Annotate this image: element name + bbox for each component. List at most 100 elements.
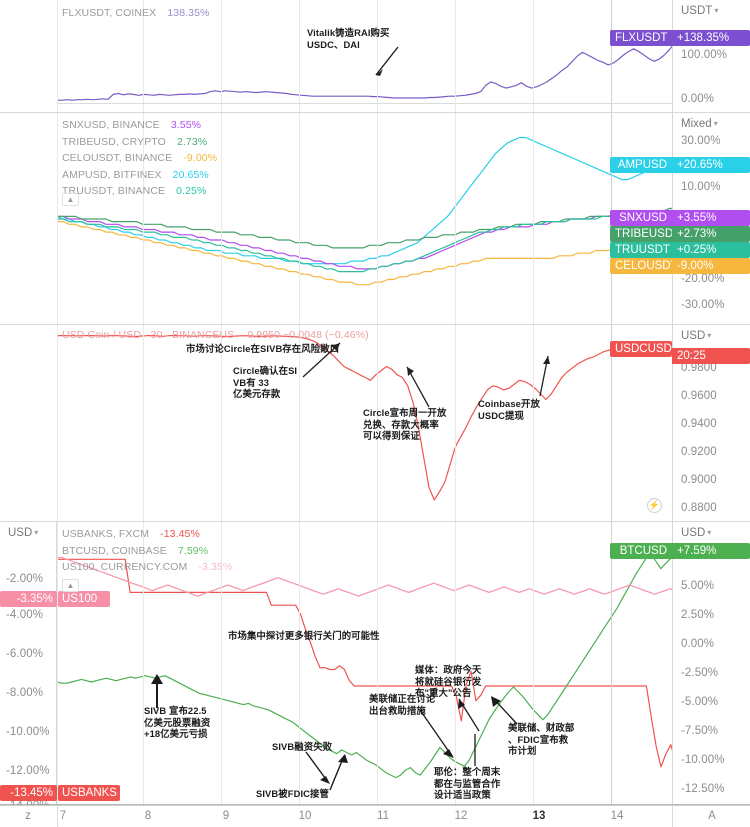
annotation-arrow: [539, 355, 550, 397]
panel4-legend: USBANKS, FXCM -13.45% BTCUSD, COINBASE 7…: [62, 526, 232, 576]
panel3-symbol-title: USD Coin / USD · 30 · BINANCEUS: [62, 329, 235, 341]
chevron-down-icon: ▾: [707, 528, 712, 538]
value-tag-usbanks[interactable]: -13.45%: [0, 785, 57, 801]
axis-tick: -20.00%: [681, 273, 725, 285]
price-tag-truusdt[interactable]: +0.25%: [672, 242, 750, 258]
axis-tick: -2.00%: [6, 573, 44, 585]
x-tick: 8: [144, 810, 152, 822]
panel3-title-row: USD Coin / USD · 30 · BINANCEUS 0.9950 −…: [62, 329, 369, 341]
panel1-axis-unit[interactable]: USDT ▾: [681, 5, 718, 17]
collapse-legend-button[interactable]: ▲: [62, 579, 79, 592]
annotation-vitalik: Vitalik铸造RAI购买 USDC、DAI: [307, 27, 390, 50]
symbol-tag-btcusd[interactable]: BTCUSD: [610, 543, 672, 559]
x-axis[interactable]: z 7 8 9 10 11 12 13 14 A: [0, 805, 750, 827]
axis-tick: 0.9200: [681, 446, 717, 458]
x-axis-right-glyph: A: [708, 810, 716, 822]
axis-tick: -7.50%: [681, 725, 719, 737]
annotation-media-announcement: 媒体：政府今天 将就硅谷银行发 布"重大"公告: [415, 664, 482, 698]
axis-unit-label: USD: [681, 527, 706, 539]
collapse-legend-button[interactable]: ▲: [62, 193, 79, 206]
symbol-tag-flxusdt[interactable]: FLXUSDT: [610, 30, 672, 46]
annotation-sivb-raise: SIVB 宣布22.5 亿美元股票融资 +18亿美元亏损: [144, 705, 211, 739]
price-tag-flxusdt[interactable]: +138.35%: [672, 30, 750, 46]
annotation-arrow: [151, 674, 163, 708]
legend-symbol: USBANKS, FXCM: [62, 528, 150, 540]
annotation-fed-treasury-fdic: 美联储、财政部 、FDIC宣布救 市计划: [508, 722, 575, 756]
annotation-arrow: [419, 709, 454, 758]
price-tag-btcusd[interactable]: +7.59%: [672, 543, 750, 559]
panel4-axis-left[interactable]: USD ▾ -2.00% -4.00% -6.00% -8.00% -10.00%…: [0, 522, 57, 812]
symbol-tag-truusdt[interactable]: TRUUSDT: [610, 242, 672, 258]
axis-tick: 100.00%: [681, 49, 728, 61]
symbol-tag-snxusd[interactable]: SNXUSD: [610, 210, 672, 226]
panel2-axis-unit[interactable]: Mixed ▾: [681, 118, 718, 130]
time-badge[interactable]: 20:25: [672, 348, 750, 364]
legend-item: AMPUSD, BITFINEX 20.65%: [62, 167, 217, 184]
price-tag-ampusd[interactable]: +20.65%: [672, 157, 750, 173]
annotation-fed-discussing: 美联储正在讨论 出台救助措施: [369, 693, 436, 716]
panel-altcoins: SNXUSD, BINANCE 3.55% TRIBEUSD, CRYPTO 2…: [0, 113, 750, 325]
x-tick: 14: [610, 810, 624, 822]
legend-item: US100, CURRENCY.COM -3.35%: [62, 559, 232, 576]
panel-usdcusd: USD Coin / USD · 30 · BINANCEUS 0.9950 −…: [0, 325, 750, 522]
lightning-icon-button[interactable]: ⚡: [647, 498, 662, 513]
price-tag-snxusd[interactable]: +3.55%: [672, 210, 750, 226]
annotation-arrow: [305, 751, 330, 784]
legend-value: 20.65%: [172, 168, 209, 181]
legend-item: SNXUSD, BINANCE 3.55%: [62, 117, 217, 134]
axis-tick: -12.00%: [6, 765, 50, 777]
annotation-arrow: [474, 734, 476, 766]
axis-tick: 0.9800: [681, 362, 717, 374]
axis-tick: 0.00%: [681, 638, 715, 650]
x-tick: 11: [377, 810, 389, 822]
legend-symbol: US100, CURRENCY.COM: [62, 561, 188, 573]
axis-unit-label: USD: [681, 330, 706, 342]
axis-tick: -8.00%: [6, 687, 44, 699]
x-tick: 12: [454, 810, 468, 822]
annotation-arrow: [375, 46, 399, 76]
panel4-plot[interactable]: [0, 522, 750, 804]
symbol-tag-celousdt[interactable]: CELOUSDT: [610, 258, 678, 274]
price-tag-celousdt[interactable]: -9.00%: [672, 258, 750, 274]
panel2-legend: SNXUSD, BINANCE 3.55% TRIBEUSD, CRYPTO 2…: [62, 117, 217, 200]
axis-tick: -6.00%: [6, 648, 44, 660]
panel1-plot[interactable]: [0, 0, 750, 112]
symbol-tag-tribeusd[interactable]: TRIBEUSD: [610, 226, 673, 242]
chevron-down-icon: ▾: [34, 528, 39, 538]
symbol-tag-us100[interactable]: US100: [58, 591, 110, 607]
x-tick: 7: [59, 810, 67, 822]
panel1-legend: FLXUSDT, COINEX 138.35%: [62, 5, 209, 22]
symbol-tag-ampusd[interactable]: AMPUSD: [610, 157, 672, 173]
legend-symbol: TRIBEUSD, CRYPTO: [62, 135, 166, 148]
annotation-arrow: [458, 698, 480, 732]
axis-tick: -5.00%: [681, 696, 719, 708]
legend-value: 7.59%: [177, 544, 209, 557]
x-axis-left-glyph: z: [25, 810, 31, 822]
annotation-arrow: [491, 696, 518, 725]
panel1-axis-right[interactable]: USDT ▾ 100.00% 0.00%: [672, 0, 750, 112]
legend-item: TRIBEUSD, CRYPTO 2.73%: [62, 134, 217, 151]
panel4-axis-right[interactable]: USD ▾ 5.00% 2.50% 0.00% -2.50% -5.00% -7.…: [672, 522, 750, 804]
legend-item: TRUUSDT, BINANCE 0.25%: [62, 183, 217, 200]
value-tag-us100[interactable]: -3.35%: [0, 591, 57, 607]
axis-tick: 0.9000: [681, 474, 717, 486]
axis-tick: 0.9600: [681, 390, 717, 402]
symbol-tag-usbanks[interactable]: USBANKS: [58, 785, 120, 801]
legend-symbol: SNXUSD, BINANCE: [62, 119, 160, 131]
panel4-axis-unit-left[interactable]: USD ▾: [8, 527, 38, 539]
axis-tick: 0.9400: [681, 418, 717, 430]
panel4-axis-unit-right[interactable]: USD ▾: [681, 527, 711, 539]
panel3-axis-unit[interactable]: USD ▾: [681, 330, 711, 342]
symbol-tag-usdcusd[interactable]: USDCUSD: [610, 341, 672, 357]
legend-value: 138.35%: [167, 7, 210, 19]
axis-tick: -2.50%: [681, 667, 719, 679]
annotation-circle-monday: Circle宣布周一开放 兑换、存款大概率 可以得到保证: [363, 407, 447, 441]
legend-item: CELOUSDT, BINANCE -9.00%: [62, 150, 217, 167]
price-tag-tribeusd[interactable]: +2.73%: [672, 226, 750, 242]
x-tick: 10: [298, 810, 312, 822]
axis-tick: 0.00%: [681, 93, 715, 105]
annotation-sivb-fdic: SIVB被FDIC接管: [256, 788, 329, 799]
legend-item: BTCUSD, COINBASE 7.59%: [62, 543, 232, 560]
axis-tick: -12.50%: [681, 783, 725, 795]
legend-item: FLXUSDT, COINEX 138.35%: [62, 5, 209, 22]
